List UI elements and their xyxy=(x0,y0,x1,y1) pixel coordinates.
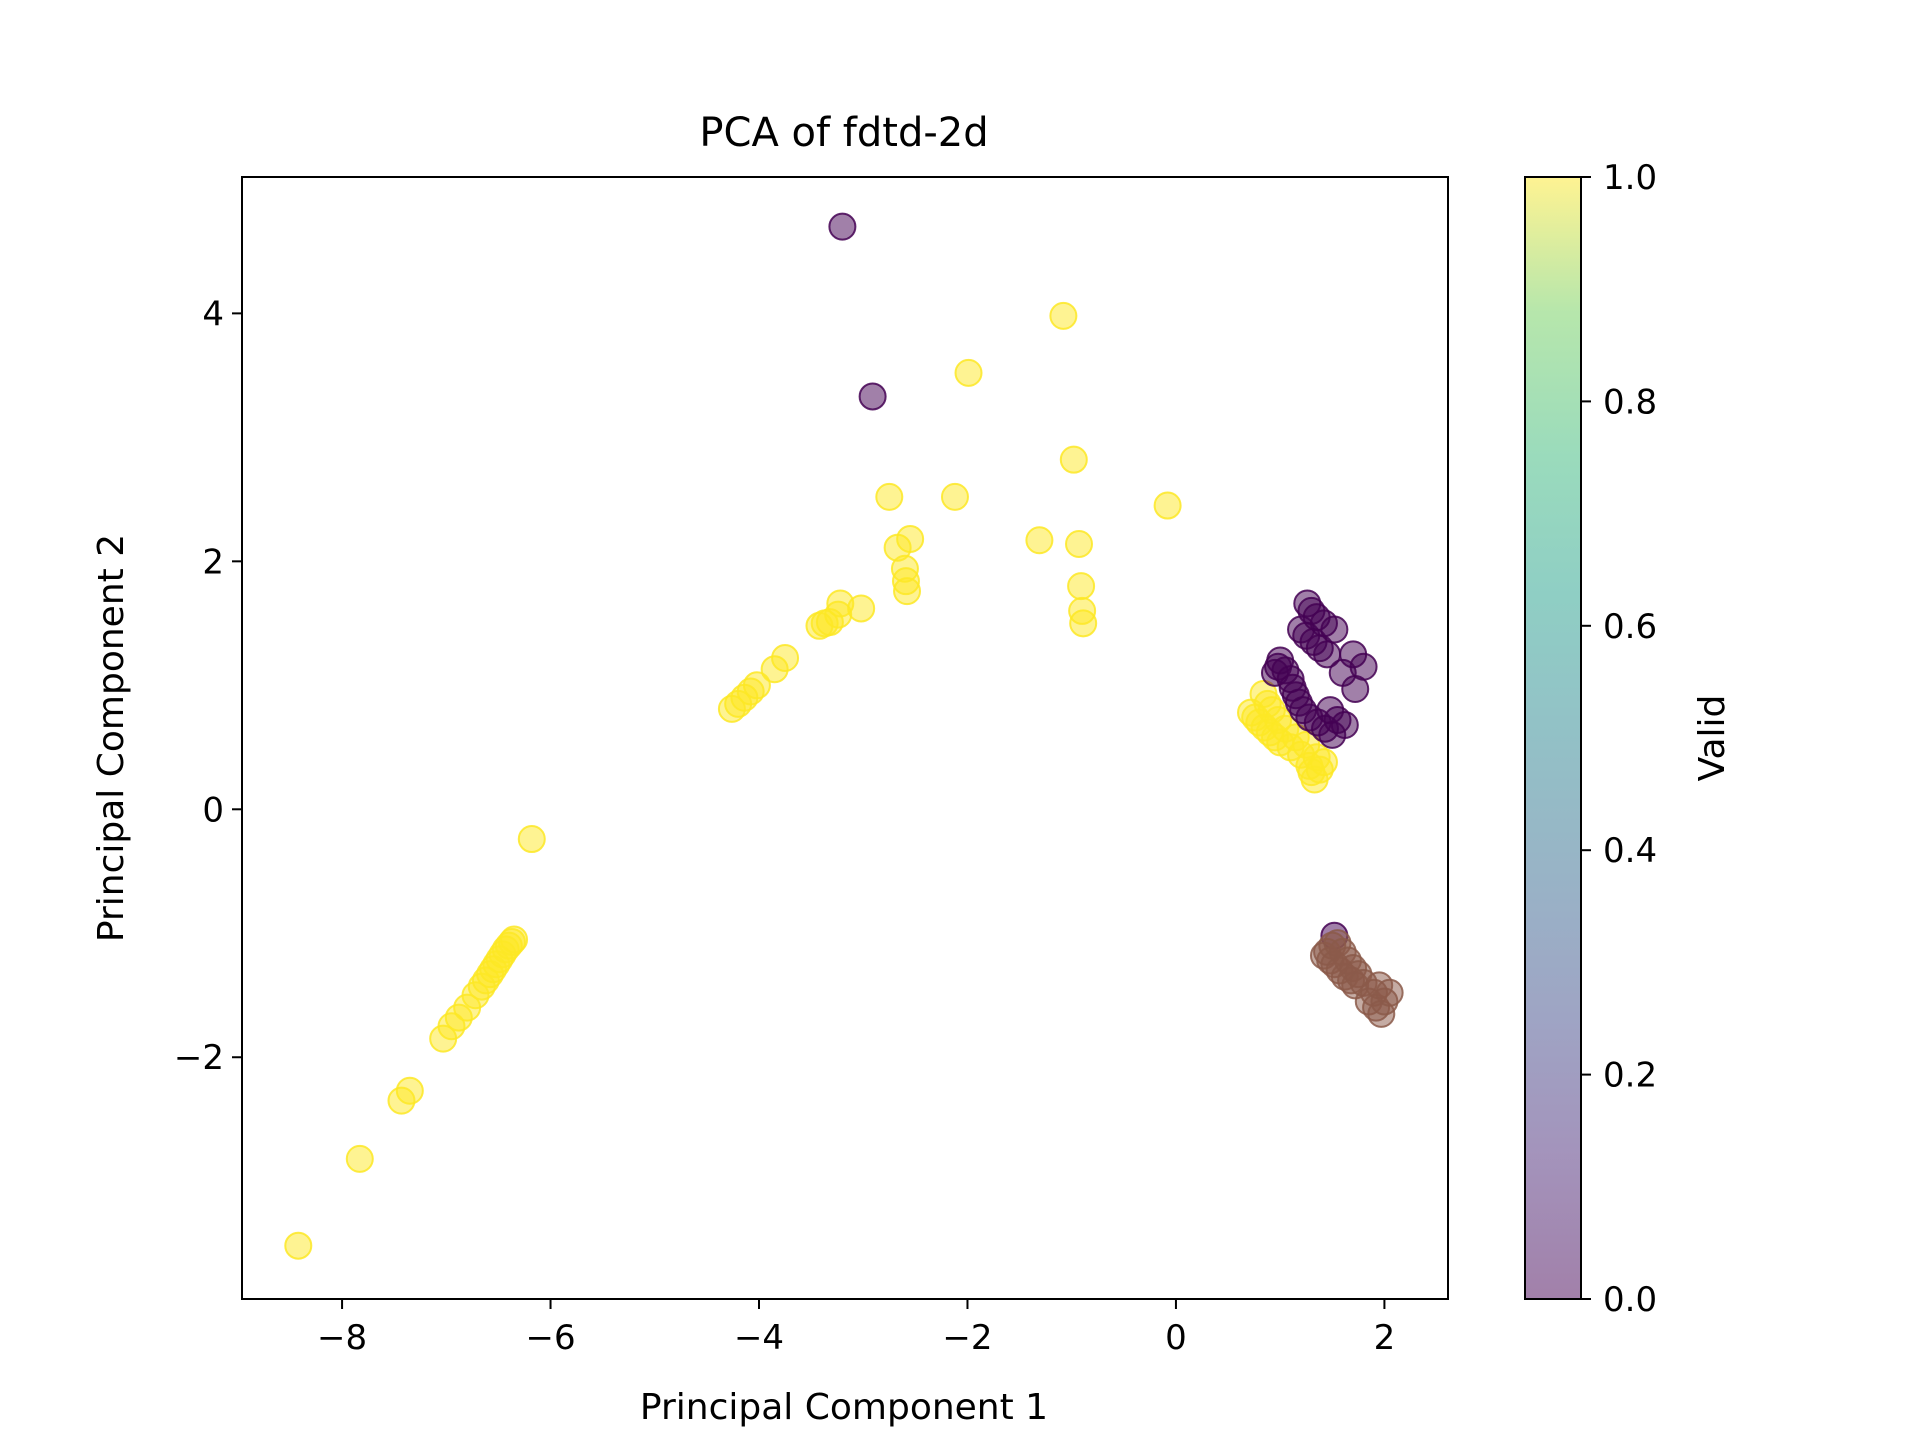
scatter-point xyxy=(500,925,529,954)
colorbar-tick-label: 1.0 xyxy=(1603,158,1657,198)
scatter-point xyxy=(858,382,887,411)
scatter-point xyxy=(847,594,876,623)
scatter-points xyxy=(284,212,1404,1260)
scatter-point xyxy=(1067,572,1096,601)
scatter-point xyxy=(893,577,922,606)
chart-title: PCA of fdtd-2d xyxy=(699,110,988,156)
x-tick-label: −2 xyxy=(942,1318,992,1358)
scatter-point xyxy=(345,1144,374,1173)
y-axis-label: Principal Component 2 xyxy=(91,534,132,942)
y-tick-label: 2 xyxy=(202,542,224,582)
scatter-point xyxy=(940,482,969,511)
x-tick-label: 0 xyxy=(1165,1318,1187,1358)
plot-frame xyxy=(241,176,1449,1300)
colorbar-tick-label: 0.4 xyxy=(1603,831,1657,871)
x-tick-label: −4 xyxy=(734,1318,784,1358)
scatter-point xyxy=(1320,615,1349,644)
x-tick-label: −6 xyxy=(525,1318,575,1358)
scatter-point xyxy=(1153,491,1182,520)
colorbar-tick-label: 0.2 xyxy=(1603,1056,1657,1096)
scatter-point xyxy=(1049,301,1078,330)
y-tick-label: 0 xyxy=(202,790,224,830)
scatter-point xyxy=(1025,526,1054,555)
colorbar-ticks: 0.0 0.2 0.4 0.6 0.8 1.0 xyxy=(1581,158,1657,1320)
scatter-point xyxy=(954,358,983,387)
colorbar-label: Valid xyxy=(1692,695,1733,782)
colorbar-tick-label: 0.0 xyxy=(1603,1280,1657,1320)
scatter-point xyxy=(1309,748,1338,777)
colorbar-frame xyxy=(1524,176,1582,1300)
plot-area xyxy=(241,176,1449,1300)
scatter-point xyxy=(1349,652,1378,681)
scatter-point xyxy=(828,212,857,241)
scatter-point xyxy=(1375,978,1404,1007)
y-axis-ticks: −2 0 2 4 xyxy=(174,294,242,1078)
scatter-point xyxy=(395,1076,424,1105)
scatter-point xyxy=(517,825,546,854)
scatter-point xyxy=(284,1231,313,1260)
colorbar-gradient xyxy=(1525,177,1581,1299)
scatter-point xyxy=(875,482,904,511)
scatter-point xyxy=(1059,445,1088,474)
scatter-point xyxy=(1069,609,1098,638)
x-axis-label: Principal Component 1 xyxy=(640,1387,1048,1428)
colorbar-tick-label: 0.6 xyxy=(1603,607,1657,647)
scatter-point xyxy=(1065,529,1094,558)
colorbar: 0.0 0.2 0.4 0.6 0.8 1.0 Valid xyxy=(1524,158,1733,1320)
x-tick-label: −8 xyxy=(317,1318,367,1358)
scatter-point xyxy=(896,525,925,554)
scatter-point xyxy=(742,671,771,700)
scatter-point xyxy=(1330,710,1359,739)
x-tick-label: 2 xyxy=(1374,1318,1396,1358)
x-axis-ticks: −8 −6 −4 −2 0 2 xyxy=(317,1299,1395,1358)
y-tick-label: 4 xyxy=(202,294,224,334)
colorbar-tick-label: 0.8 xyxy=(1603,382,1657,422)
y-tick-label: −2 xyxy=(174,1038,224,1078)
scatter-point xyxy=(771,644,800,673)
